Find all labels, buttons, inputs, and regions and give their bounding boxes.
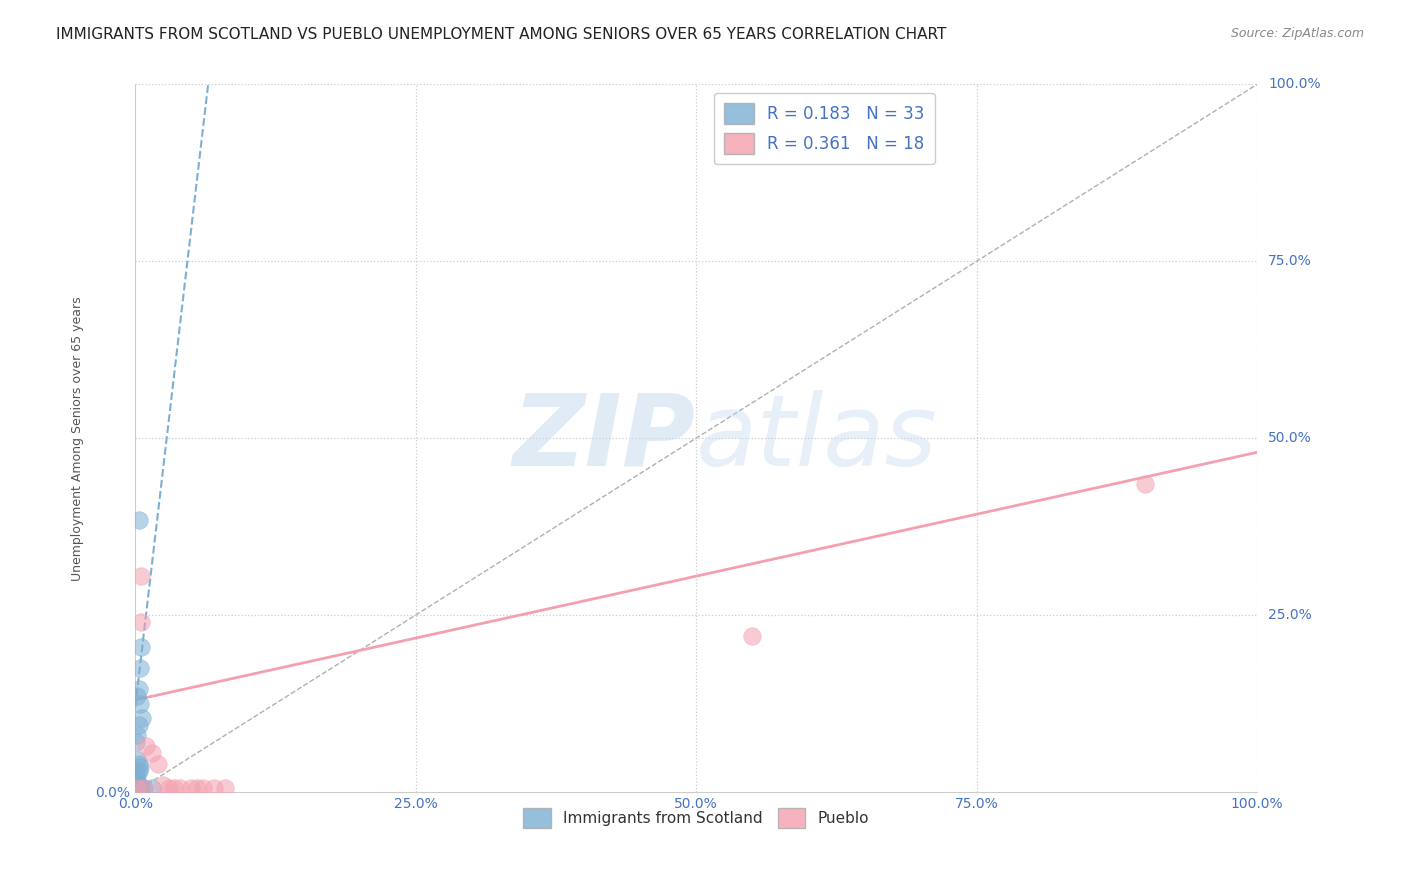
Point (128, 760, 150, 774)
Point (129, 615, 152, 629)
Text: Source: ZipAtlas.com: Source: ZipAtlas.com (1230, 27, 1364, 40)
Point (128, 764, 150, 778)
Legend: Immigrants from Scotland, Pueblo: Immigrants from Scotland, Pueblo (517, 802, 875, 834)
Text: IMMIGRANTS FROM SCOTLAND VS PUEBLO UNEMPLOYMENT AMONG SENIORS OVER 65 YEARS CORR: IMMIGRANTS FROM SCOTLAND VS PUEBLO UNEMP… (56, 27, 946, 42)
Point (169, 781, 191, 796)
Point (141, 746, 163, 760)
Point (125, 781, 148, 796)
Point (141, 781, 163, 796)
Point (125, 781, 148, 796)
Point (125, 780, 148, 794)
Point (129, 640, 152, 654)
Point (128, 661, 150, 675)
Point (128, 778, 150, 792)
Point (134, 781, 156, 796)
Point (125, 780, 148, 795)
Point (127, 690, 149, 704)
Point (127, 781, 149, 796)
Point (128, 781, 150, 796)
Point (125, 781, 148, 796)
Point (127, 774, 149, 789)
Point (180, 781, 202, 796)
Point (127, 767, 149, 781)
Point (131, 711, 153, 725)
Point (125, 735, 148, 749)
Point (152, 778, 174, 792)
Point (127, 781, 149, 796)
Point (127, 781, 149, 796)
Point (127, 781, 149, 796)
Point (125, 771, 148, 785)
Point (128, 512, 150, 526)
Point (191, 781, 214, 796)
Text: ZIP: ZIP (513, 390, 696, 487)
Point (146, 756, 169, 771)
Point (128, 697, 150, 711)
Point (125, 781, 148, 796)
Point (202, 781, 225, 796)
Point (129, 781, 152, 796)
Point (128, 756, 150, 771)
Point (128, 717, 150, 731)
Text: 50.0%: 50.0% (1268, 431, 1312, 445)
Point (163, 781, 186, 796)
Point (127, 753, 149, 767)
Text: atlas: atlas (696, 390, 938, 487)
Point (214, 781, 236, 796)
Point (157, 781, 180, 796)
Point (135, 739, 157, 753)
Point (127, 781, 149, 796)
Point (127, 728, 149, 742)
Point (129, 569, 152, 583)
Point (128, 682, 150, 697)
Point (186, 781, 208, 796)
Text: 75.0%: 75.0% (1268, 254, 1312, 268)
Point (128, 781, 150, 796)
Text: 25.0%: 25.0% (1268, 608, 1312, 622)
Y-axis label: Unemployment Among Seniors over 65 years: Unemployment Among Seniors over 65 years (72, 296, 84, 581)
Point (134, 781, 156, 796)
Point (1133, 477, 1156, 491)
Text: 100.0%: 100.0% (1268, 78, 1320, 92)
Point (741, 629, 763, 643)
